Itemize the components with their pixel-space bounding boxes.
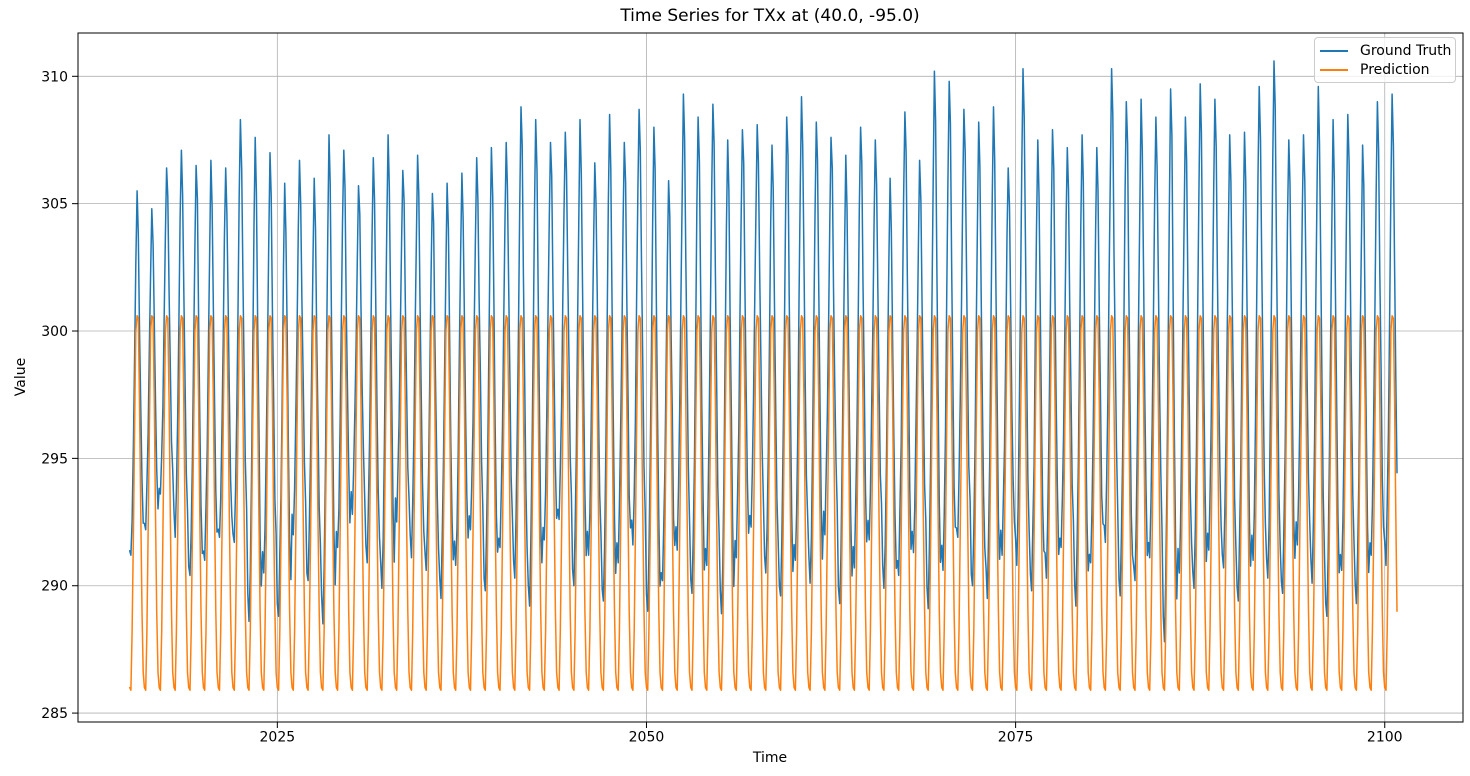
legend-entry-ground-truth: Ground Truth bbox=[1320, 42, 1452, 59]
legend-label-ground-truth: Ground Truth bbox=[1360, 42, 1452, 59]
x-tick-label: 2050 bbox=[629, 730, 665, 746]
legend-label-prediction: Prediction bbox=[1360, 61, 1430, 78]
prediction-line-swatch bbox=[1320, 68, 1348, 71]
y-tick-label: 305 bbox=[41, 197, 68, 213]
chart-title: Time Series for TXx at (40.0, -95.0) bbox=[620, 6, 920, 26]
y-tick-label: 285 bbox=[41, 706, 68, 722]
x-tick-label: 2100 bbox=[1367, 730, 1403, 746]
x-axis-label: Time bbox=[752, 750, 788, 766]
plot-border bbox=[77, 32, 1464, 723]
tick-marks-and-labels: 2025 2050 2075 2100 285 290 295 300 305 310 bbox=[41, 69, 1402, 745]
y-tick-label: 300 bbox=[41, 324, 68, 340]
x-tick-label: 2075 bbox=[998, 730, 1034, 746]
y-tick-label: 290 bbox=[41, 579, 68, 595]
series-lines bbox=[128, 60, 1398, 691]
y-tick-label: 310 bbox=[41, 69, 68, 85]
legend-entry-prediction: Prediction bbox=[1320, 61, 1448, 78]
y-tick-label: 295 bbox=[41, 451, 68, 467]
y-axis-label: Value bbox=[13, 357, 29, 397]
axes-spines bbox=[77, 32, 1464, 723]
ground-truth-line bbox=[128, 60, 1398, 643]
legend: Ground Truth Prediction bbox=[1314, 37, 1456, 83]
x-tick-label: 2025 bbox=[260, 730, 296, 746]
ground-truth-line-swatch bbox=[1320, 49, 1348, 52]
prediction-line bbox=[128, 314, 1398, 691]
